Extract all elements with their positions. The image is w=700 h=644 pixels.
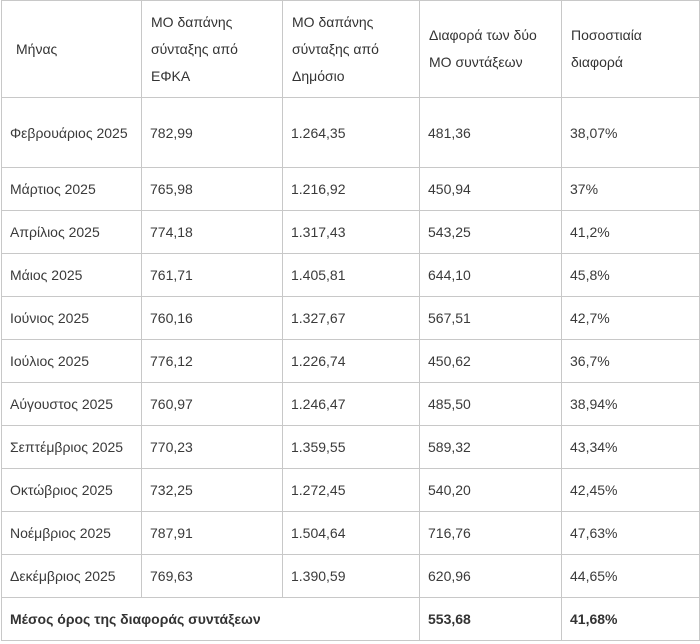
cell-difference: 450,94 (419, 167, 562, 211)
cell-difference: 540,20 (419, 468, 562, 512)
cell-public-pension: 1.359,55 (282, 425, 420, 469)
cell-efka-pension: 770,23 (141, 425, 283, 469)
cell-percent-difference: 38,94% (561, 382, 700, 426)
cell-efka-pension: 765,98 (141, 167, 283, 211)
table-row: Αύγουστος 2025 760,97 1.246,47 485,50 38,94% (1, 382, 700, 426)
cell-month: Αύγουστος 2025 (1, 382, 142, 426)
cell-percent-difference: 42,45% (561, 468, 700, 512)
cell-percent-difference: 38,07% (561, 97, 700, 168)
cell-month: Ιούνιος 2025 (1, 296, 142, 340)
cell-public-pension: 1.246,47 (282, 382, 420, 426)
cell-month: Δεκέμβριος 2025 (1, 554, 142, 598)
cell-difference: 644,10 (419, 253, 562, 297)
cell-difference: 716,76 (419, 511, 562, 555)
table-row: Φεβρουάριος 2025 782,99 1.264,35 481,36 38,0… (1, 97, 700, 168)
cell-percent-difference: 44,65% (561, 554, 700, 598)
table-row: Δεκέμβριος 2025 769,63 1.390,59 620,96 44,65… (1, 554, 700, 598)
cell-month: Μάιος 2025 (1, 253, 142, 297)
cell-difference: 567,51 (419, 296, 562, 340)
table-row: Ιούνιος 2025 760,16 1.327,67 567,51 42,7% (1, 296, 700, 340)
cell-percent-difference: 41,2% (561, 210, 700, 254)
cell-public-pension: 1.327,67 (282, 296, 420, 340)
cell-efka-pension: 760,97 (141, 382, 283, 426)
cell-public-pension: 1.216,92 (282, 167, 420, 211)
average-percent: 41,68% (561, 597, 700, 641)
table-row: Ιούλιος 2025 776,12 1.226,74 450,62 36,7% (1, 339, 700, 383)
cell-percent-difference: 43,34% (561, 425, 700, 469)
header-row: Μήνας ΜΟ δαπάνης σύνταξης από ΕΦΚΑ ΜΟ δα… (1, 0, 700, 98)
cell-month: Απρίλιος 2025 (1, 210, 142, 254)
cell-efka-pension: 787,91 (141, 511, 283, 555)
cell-efka-pension: 774,18 (141, 210, 283, 254)
table-body: Φεβρουάριος 2025 782,99 1.264,35 481,36 38,0… (1, 97, 700, 598)
average-difference: 553,68 (419, 597, 562, 641)
table-row: Μάρτιος 2025 765,98 1.216,92 450,94 37% (1, 167, 700, 211)
table-row: Σεπτέμβριος 2025 770,23 1.359,55 589,32 43,3… (1, 425, 700, 469)
header-percent-difference: Ποσοστιαία διαφορά (561, 0, 700, 98)
header-month: Μήνας (1, 0, 142, 98)
cell-percent-difference: 42,7% (561, 296, 700, 340)
cell-percent-difference: 37% (561, 167, 700, 211)
table-row: Οκτώβριος 2025 732,25 1.272,45 540,20 42,45% (1, 468, 700, 512)
cell-efka-pension: 761,71 (141, 253, 283, 297)
cell-efka-pension: 732,25 (141, 468, 283, 512)
table-footer: Μέσος όρος της διαφοράς συντάξεων 553,68… (1, 597, 700, 641)
cell-percent-difference: 47,63% (561, 511, 700, 555)
cell-efka-pension: 760,16 (141, 296, 283, 340)
cell-difference: 620,96 (419, 554, 562, 598)
cell-efka-pension: 776,12 (141, 339, 283, 383)
cell-month: Μάρτιος 2025 (1, 167, 142, 211)
cell-difference: 589,32 (419, 425, 562, 469)
cell-month: Ιούλιος 2025 (1, 339, 142, 383)
table-row: Μάιος 2025 761,71 1.405,81 644,10 45,8% (1, 253, 700, 297)
cell-month: Σεπτέμβριος 2025 (1, 425, 142, 469)
average-label: Μέσος όρος της διαφοράς συντάξεων (1, 597, 420, 641)
cell-public-pension: 1.226,74 (282, 339, 420, 383)
cell-difference: 543,25 (419, 210, 562, 254)
header-public-pension: ΜΟ δαπάνης σύνταξης από Δημόσιο (282, 0, 420, 98)
cell-difference: 450,62 (419, 339, 562, 383)
cell-public-pension: 1.504,64 (282, 511, 420, 555)
cell-month: Νοέμβριος 2025 (1, 511, 142, 555)
cell-month: Φεβρουάριος 2025 (1, 97, 142, 168)
cell-percent-difference: 36,7% (561, 339, 700, 383)
average-row: Μέσος όρος της διαφοράς συντάξεων 553,68… (1, 597, 700, 641)
table-header: Μήνας ΜΟ δαπάνης σύνταξης από ΕΦΚΑ ΜΟ δα… (1, 0, 700, 98)
cell-efka-pension: 769,63 (141, 554, 283, 598)
table-row: Απρίλιος 2025 774,18 1.317,43 543,25 41,2% (1, 210, 700, 254)
header-difference: Διαφορά των δύο ΜΟ συντάξεων (419, 0, 562, 98)
cell-public-pension: 1.405,81 (282, 253, 420, 297)
cell-public-pension: 1.390,59 (282, 554, 420, 598)
cell-public-pension: 1.317,43 (282, 210, 420, 254)
cell-difference: 485,50 (419, 382, 562, 426)
table-row: Νοέμβριος 2025 787,91 1.504,64 716,76 47,63% (1, 511, 700, 555)
header-efka-pension: ΜΟ δαπάνης σύνταξης από ΕΦΚΑ (141, 0, 283, 98)
cell-efka-pension: 782,99 (141, 97, 283, 168)
cell-public-pension: 1.264,35 (282, 97, 420, 168)
cell-public-pension: 1.272,45 (282, 468, 420, 512)
cell-month: Οκτώβριος 2025 (1, 468, 142, 512)
cell-percent-difference: 45,8% (561, 253, 700, 297)
cell-difference: 481,36 (419, 97, 562, 168)
